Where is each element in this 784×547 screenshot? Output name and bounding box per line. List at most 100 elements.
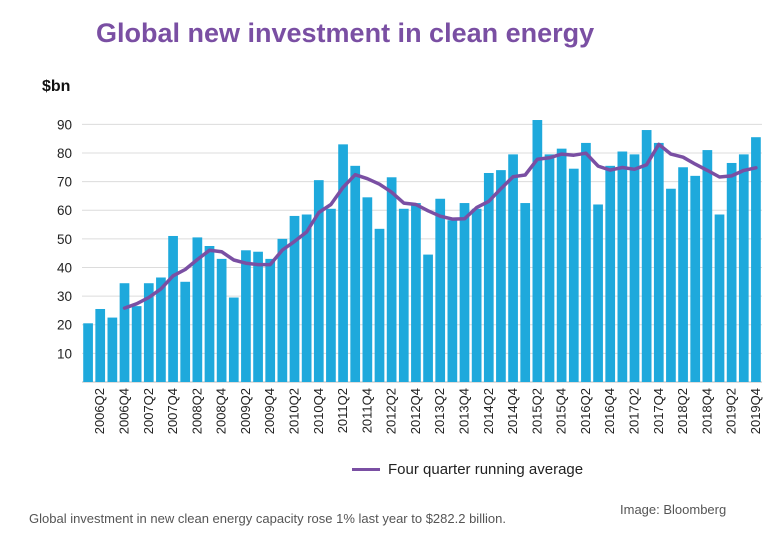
y-tick-label: 80 bbox=[57, 146, 72, 161]
x-tick-label: 2009Q2 bbox=[238, 388, 253, 434]
bar bbox=[119, 283, 130, 382]
bar bbox=[702, 150, 713, 382]
bar bbox=[435, 198, 446, 382]
bar bbox=[411, 203, 421, 382]
bar bbox=[690, 175, 701, 382]
x-tick-label: 2006Q4 bbox=[117, 388, 132, 434]
caption: Global investment in new clean energy ca… bbox=[29, 511, 506, 526]
bar bbox=[496, 170, 506, 382]
bar bbox=[216, 258, 227, 382]
x-tick-label: 2016Q4 bbox=[602, 388, 617, 434]
y-tick-label: 40 bbox=[57, 260, 72, 275]
running-average-series bbox=[122, 142, 758, 310]
bar bbox=[204, 246, 215, 382]
bar bbox=[641, 130, 652, 382]
bar bbox=[143, 283, 154, 382]
x-tick-label: 2014Q2 bbox=[481, 388, 496, 434]
bar bbox=[751, 137, 761, 382]
bar bbox=[423, 254, 433, 382]
y-tick-label: 90 bbox=[57, 117, 72, 132]
bar bbox=[398, 208, 409, 382]
image-source: Image: Bloomberg bbox=[620, 502, 727, 517]
x-tick-label: 2008Q2 bbox=[189, 388, 204, 434]
bar bbox=[459, 203, 470, 382]
y-tick-label: 60 bbox=[57, 203, 72, 218]
bar bbox=[313, 180, 324, 382]
bar bbox=[338, 144, 348, 382]
bar bbox=[289, 215, 300, 382]
bar bbox=[678, 167, 688, 382]
x-tick-label: 2012Q4 bbox=[408, 388, 423, 434]
bar bbox=[666, 188, 676, 382]
bar bbox=[447, 220, 458, 382]
x-tick-label: 2010Q4 bbox=[311, 388, 326, 434]
y-tick-label: 20 bbox=[57, 318, 72, 333]
x-tick-label: 2007Q4 bbox=[165, 388, 180, 434]
x-tick-label: 2018Q4 bbox=[699, 388, 714, 434]
bar bbox=[156, 277, 166, 382]
bar-series bbox=[83, 120, 761, 382]
bar bbox=[228, 297, 239, 382]
bar bbox=[374, 228, 385, 382]
bar bbox=[532, 120, 543, 382]
bar bbox=[131, 306, 142, 382]
bar bbox=[253, 251, 263, 382]
running-average-line bbox=[122, 142, 758, 310]
legend-label: Four quarter running average bbox=[388, 461, 584, 478]
bar bbox=[192, 237, 203, 382]
bar bbox=[241, 250, 251, 382]
chart-title: Global new investment in clean energy bbox=[96, 18, 595, 48]
y-tick-label: 50 bbox=[57, 232, 72, 247]
x-tick-label: 2010Q2 bbox=[287, 388, 302, 434]
bar bbox=[617, 151, 628, 382]
x-tick-label: 2018Q2 bbox=[675, 388, 690, 434]
bar bbox=[301, 214, 312, 382]
x-tick-label: 2008Q4 bbox=[214, 388, 229, 434]
x-tick-label: 2009Q4 bbox=[262, 388, 277, 434]
bar bbox=[520, 203, 531, 382]
x-tick-label: 2006Q2 bbox=[92, 388, 107, 434]
bar bbox=[107, 317, 118, 382]
y-tick-label: 10 bbox=[57, 346, 72, 361]
x-tick-label: 2014Q4 bbox=[505, 388, 520, 434]
bar bbox=[593, 204, 603, 382]
bar bbox=[544, 154, 555, 382]
y-axis-unit-label: $bn bbox=[42, 78, 71, 95]
x-tick-label: 2007Q2 bbox=[141, 388, 156, 434]
bar bbox=[95, 308, 106, 382]
bar bbox=[83, 323, 93, 382]
legend-line-swatch bbox=[352, 468, 380, 471]
bar bbox=[581, 142, 591, 382]
x-tick-label: 2019Q2 bbox=[724, 388, 739, 434]
x-tick-label: 2017Q2 bbox=[627, 388, 642, 434]
bar bbox=[326, 208, 336, 382]
x-tick-label: 2012Q2 bbox=[384, 388, 399, 434]
bar bbox=[605, 165, 616, 382]
bar bbox=[168, 235, 178, 382]
x-tick-label: 2015Q4 bbox=[554, 388, 569, 434]
x-tick-label: 2013Q4 bbox=[457, 388, 472, 434]
bar bbox=[483, 172, 494, 382]
bar bbox=[265, 258, 276, 382]
bar bbox=[556, 148, 567, 382]
bar bbox=[362, 197, 373, 382]
x-tick-label: 2016Q2 bbox=[578, 388, 593, 434]
x-tick-label: 2017Q4 bbox=[651, 388, 666, 434]
bar bbox=[508, 154, 518, 382]
bar bbox=[738, 154, 749, 382]
bar bbox=[350, 165, 361, 382]
bar bbox=[726, 162, 737, 382]
y-tick-label: 70 bbox=[57, 175, 72, 190]
x-tick-label: 2011Q2 bbox=[335, 388, 350, 433]
x-tick-label: 2019Q4 bbox=[748, 388, 763, 434]
bar bbox=[629, 154, 640, 382]
bar bbox=[568, 168, 579, 382]
bar bbox=[471, 208, 482, 382]
bar bbox=[714, 214, 725, 382]
x-axis-ticks: 2006Q2 2006Q4 2007Q2 2007Q4 2008Q2 2008Q4 2009… bbox=[92, 388, 763, 434]
legend: Four quarter running average bbox=[352, 461, 583, 478]
bar bbox=[386, 177, 397, 382]
x-tick-label: 2011Q4 bbox=[359, 388, 374, 433]
x-tick-label: 2015Q2 bbox=[529, 388, 544, 434]
